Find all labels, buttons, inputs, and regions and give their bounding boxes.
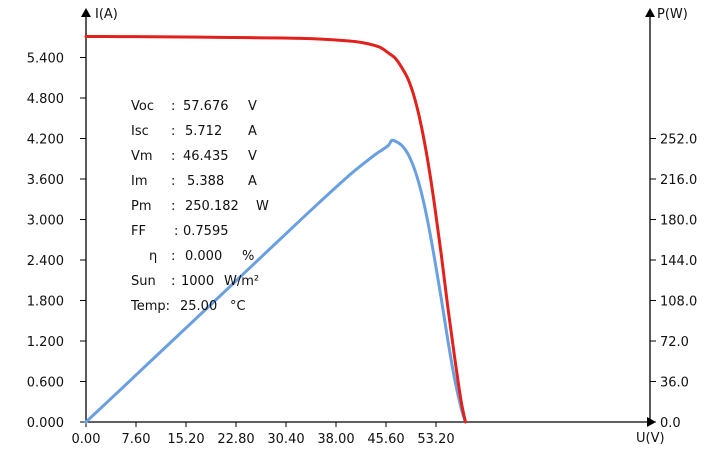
right-y-axis-title: P(W)	[657, 7, 688, 22]
svg-text::: :	[174, 224, 178, 239]
right-y-ticks: 0.0 36.0 72.0 108.0 144.0 180.0 216.0 252.0	[650, 133, 697, 431]
left-y-tick-label: 0.600	[27, 376, 64, 391]
param-pm-label: Pm	[131, 199, 152, 214]
param-im-value: 5.388	[187, 174, 224, 189]
x-tick-label: 45.60	[367, 432, 404, 447]
left-y-axis-title: I(A)	[95, 7, 118, 22]
svg-text::: :	[171, 274, 175, 289]
left-y-tick-label: 1.200	[27, 335, 64, 350]
param-ff-value: 0.7595	[183, 224, 229, 239]
param-isc-label: Isc	[131, 124, 149, 139]
svg-text::: :	[171, 249, 175, 264]
right-y-tick-label: 252.0	[660, 133, 697, 148]
param-sun-unit: W/m²	[224, 274, 259, 289]
param-pm-unit: W	[256, 199, 269, 214]
svg-text::: :	[171, 99, 175, 114]
parameter-block: Voc : 57.676 V Isc : 5.712 A Vm : 46.435…	[130, 99, 269, 314]
param-voc-value: 57.676	[183, 99, 229, 114]
param-isc-value: 5.712	[185, 124, 222, 139]
svg-text::: :	[171, 149, 175, 164]
param-voc-label: Voc	[131, 99, 154, 114]
svg-text::: :	[171, 174, 175, 189]
left-y-tick-label: 3.600	[27, 173, 64, 188]
param-vm-label: Vm	[131, 149, 153, 164]
x-axis-title: U(V)	[636, 431, 665, 446]
left-y-tick-label: 3.000	[27, 214, 64, 229]
param-sun-label: Sun	[131, 274, 156, 289]
param-eta-unit: %	[242, 249, 254, 264]
series-lines	[84, 34, 467, 424]
x-tick-label: 30.40	[267, 432, 304, 447]
x-tick-label: 38.00	[317, 432, 354, 447]
x-tick-label: 53.20	[417, 432, 454, 447]
left-y-tick-label: 2.400	[27, 254, 64, 269]
param-vm-value: 46.435	[183, 149, 229, 164]
right-y-tick-label: 144.0	[660, 254, 697, 269]
right-y-tick-label: 36.0	[660, 376, 689, 391]
power-curve-line	[84, 138, 467, 424]
right-y-axis-arrow	[645, 8, 655, 17]
param-sun-value: 1000	[181, 274, 214, 289]
right-y-tick-label: 180.0	[660, 214, 697, 229]
left-y-tick-label: 4.200	[27, 133, 64, 148]
param-im-unit: A	[248, 174, 257, 189]
param-temp-label: Temp:	[130, 299, 170, 314]
current-curve-line	[84, 34, 467, 424]
right-y-tick-label: 108.0	[660, 295, 697, 310]
param-vm-unit: V	[248, 149, 257, 164]
right-y-tick-label: 216.0	[660, 173, 697, 188]
param-im-label: Im	[131, 174, 148, 189]
left-y-tick-label: 0.000	[27, 416, 64, 431]
param-pm-value: 250.182	[185, 199, 239, 214]
left-y-tick-label: 5.400	[27, 52, 64, 67]
param-voc-unit: V	[248, 99, 257, 114]
param-eta-label: η	[149, 249, 157, 264]
x-ticks: 0.00 7.60 15.20 22.80 30.40 38.00 45.60 53.20	[72, 422, 455, 447]
svg-text::: :	[171, 124, 175, 139]
x-tick-label: 22.80	[217, 432, 254, 447]
param-eta-value: 0.000	[185, 249, 222, 264]
right-y-tick-label: 72.0	[660, 335, 689, 350]
left-y-tick-label: 4.800	[27, 92, 64, 107]
param-temp-unit: °C	[230, 299, 246, 314]
x-tick-label: 0.00	[72, 432, 101, 447]
x-tick-label: 15.20	[167, 432, 204, 447]
left-y-axis-arrow	[81, 8, 91, 17]
left-y-tick-label: 1.800	[27, 295, 64, 310]
left-y-ticks: 0.000 0.600 1.200 1.800 2.400 3.000 3.600 4.200…	[27, 52, 86, 431]
x-tick-label: 7.60	[122, 432, 151, 447]
param-ff-label: FF	[131, 224, 146, 239]
param-isc-unit: A	[248, 124, 257, 139]
svg-text::: :	[171, 199, 175, 214]
right-y-tick-label: 0.0	[660, 416, 681, 431]
param-temp-value: 25.00	[180, 299, 217, 314]
